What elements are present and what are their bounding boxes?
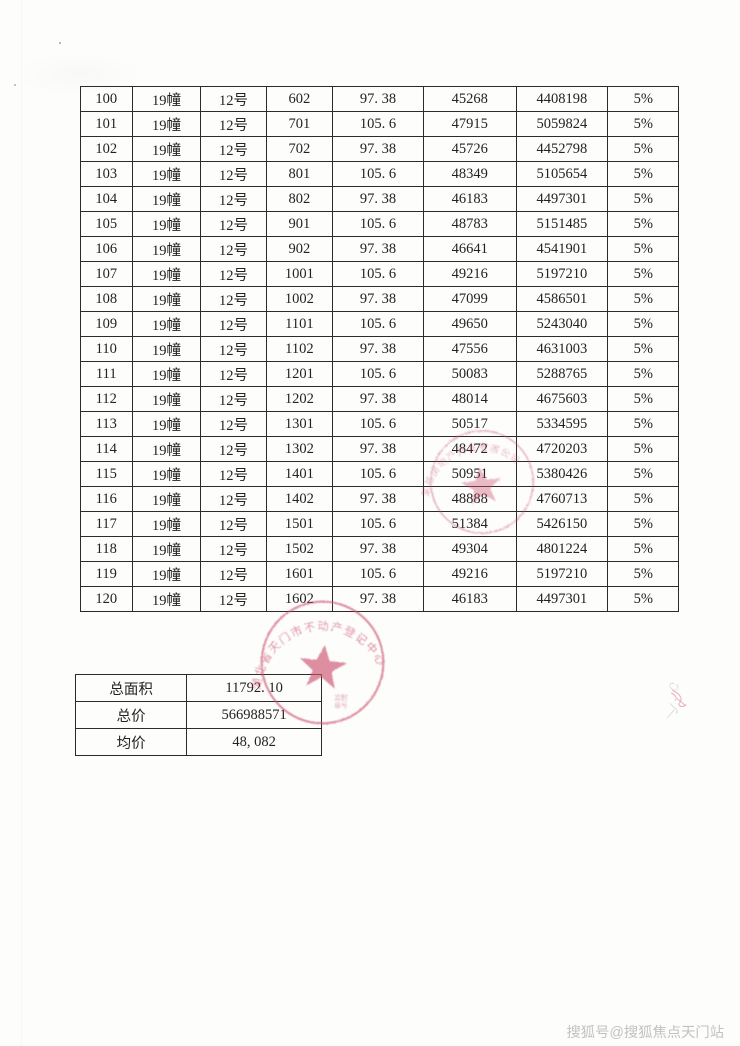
svg-text:某某房地产开发有限公司: 某某房地产开发有限公司 xyxy=(420,439,523,503)
svg-text:监制: 监制 xyxy=(334,693,348,702)
svg-text:编号: 编号 xyxy=(334,701,348,710)
